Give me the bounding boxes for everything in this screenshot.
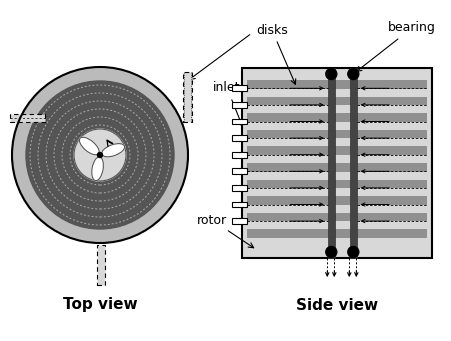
Bar — [231, 152, 246, 158]
Circle shape — [12, 67, 188, 243]
Bar — [246, 213, 426, 221]
Bar — [231, 135, 246, 141]
Bar — [349, 68, 356, 258]
Bar — [246, 180, 426, 188]
Ellipse shape — [92, 157, 103, 181]
Bar — [231, 202, 246, 207]
Bar — [231, 168, 246, 174]
Bar — [231, 218, 246, 224]
Bar — [10, 114, 45, 122]
Bar — [246, 229, 426, 238]
Bar — [246, 146, 426, 155]
Bar — [183, 72, 192, 122]
Bar — [231, 85, 246, 91]
Bar — [246, 163, 426, 172]
Circle shape — [97, 152, 102, 158]
Circle shape — [325, 247, 336, 257]
Text: bearing: bearing — [356, 21, 435, 72]
Text: disks: disks — [256, 24, 295, 84]
Circle shape — [325, 69, 336, 79]
Ellipse shape — [101, 144, 124, 157]
Bar — [246, 113, 426, 122]
Text: inlet: inlet — [213, 81, 242, 126]
Text: rotor: rotor — [197, 213, 253, 248]
Bar — [231, 185, 246, 191]
Bar — [241, 68, 431, 258]
Bar — [97, 245, 105, 285]
Circle shape — [347, 69, 358, 79]
Circle shape — [74, 129, 126, 181]
Circle shape — [26, 81, 174, 229]
Bar — [246, 97, 426, 105]
Bar — [246, 130, 426, 138]
Ellipse shape — [79, 137, 99, 155]
Circle shape — [347, 247, 358, 257]
Bar — [246, 196, 426, 205]
Bar — [231, 119, 246, 124]
Bar — [246, 80, 426, 89]
Bar — [327, 68, 334, 258]
Text: Side view: Side view — [295, 297, 377, 312]
Bar — [231, 102, 246, 108]
Text: Top view: Top view — [63, 297, 137, 312]
